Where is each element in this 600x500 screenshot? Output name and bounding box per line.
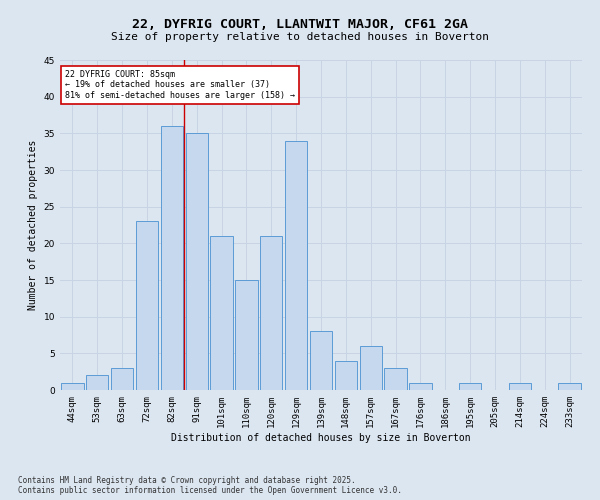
Bar	[211, 236, 233, 390]
Text: 22 DYFRIG COURT: 85sqm
← 19% of detached houses are smaller (37)
81% of semi-det: 22 DYFRIG COURT: 85sqm ← 19% of detached…	[65, 70, 295, 100]
Y-axis label: Number of detached properties: Number of detached properties	[28, 140, 38, 310]
Bar	[185, 134, 208, 390]
Bar	[136, 222, 158, 390]
Bar	[235, 280, 257, 390]
Bar	[86, 376, 109, 390]
Text: Size of property relative to detached houses in Boverton: Size of property relative to detached ho…	[111, 32, 489, 42]
Bar	[111, 368, 133, 390]
Bar	[509, 382, 531, 390]
Text: Contains HM Land Registry data © Crown copyright and database right 2025.
Contai: Contains HM Land Registry data © Crown c…	[18, 476, 402, 495]
Bar	[359, 346, 382, 390]
Bar	[459, 382, 481, 390]
Bar	[61, 382, 83, 390]
Bar	[285, 140, 307, 390]
Bar	[559, 382, 581, 390]
X-axis label: Distribution of detached houses by size in Boverton: Distribution of detached houses by size …	[171, 432, 471, 442]
Bar	[409, 382, 431, 390]
Bar	[335, 360, 357, 390]
Bar	[310, 332, 332, 390]
Bar	[260, 236, 283, 390]
Bar	[161, 126, 183, 390]
Text: 22, DYFRIG COURT, LLANTWIT MAJOR, CF61 2GA: 22, DYFRIG COURT, LLANTWIT MAJOR, CF61 2…	[132, 18, 468, 30]
Bar	[385, 368, 407, 390]
